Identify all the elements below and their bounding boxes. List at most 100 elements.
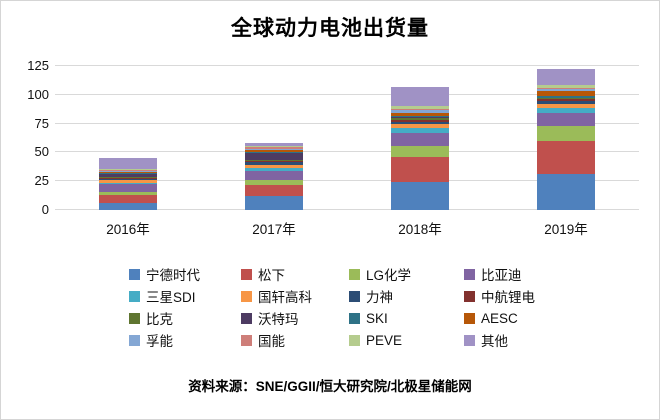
bar-segment-松下 [391, 157, 449, 183]
bar-segment-其他 [99, 158, 157, 169]
legend-label: 松下 [258, 268, 285, 283]
x-axis-label-2018年: 2018年 [398, 222, 442, 237]
bar-segment-LG化学 [99, 192, 157, 196]
bar-segment-孚能 [391, 110, 449, 113]
y-tick-label-0: 0 [41, 202, 49, 217]
bar-segment-比克 [245, 159, 303, 162]
bar-segment-宁德时代 [537, 173, 595, 210]
legend-swatch-icon [129, 312, 140, 324]
bar-segment-中航锂电 [391, 120, 449, 122]
legend-label: PEVE [366, 332, 403, 348]
bar-segment-国能 [391, 108, 449, 111]
y-tick-label-25: 25 [34, 173, 49, 189]
bar-segment-孚能 [99, 170, 157, 172]
y-tick-label-50: 50 [34, 144, 49, 160]
legend-swatch-icon [464, 334, 475, 346]
legend-label: 沃特玛 [258, 312, 299, 327]
bar-2019年 [537, 68, 595, 210]
bar-segment-SKI [537, 95, 595, 98]
legend-item-PEVE: PEVE [349, 332, 403, 348]
legend-item-LG化学: LG化学 [349, 267, 411, 283]
chart-title: 全球动力电池出货量 [231, 17, 429, 40]
legend-item-中航锂电: 中航锂电 [464, 289, 535, 305]
bar-segment-SKI [245, 152, 303, 154]
legend-item-AESC: AESC [464, 311, 518, 326]
bar-segment-三星SDI [99, 182, 157, 185]
bar-segment-孚能 [537, 89, 595, 92]
bar-segment-宁德时代 [391, 182, 449, 210]
bar-segment-三星SDI [537, 107, 595, 114]
legend-swatch-icon [349, 334, 360, 346]
legend-item-比克: 比克 [129, 311, 173, 327]
gridline-125 [55, 65, 639, 66]
bar-segment-LG化学 [537, 125, 595, 141]
bar-segment-松下 [245, 184, 303, 197]
bar-segment-比克 [99, 176, 157, 179]
gridline-100 [55, 93, 639, 95]
x-axis-label-2016年: 2016年 [106, 222, 150, 237]
bar-segment-国轩高科 [537, 103, 595, 108]
legend-label: 比亚迪 [481, 268, 522, 283]
legend-label: 国能 [258, 334, 285, 349]
bar-segment-沃特玛 [245, 153, 303, 160]
bar-segment-国能 [245, 147, 303, 149]
legend-label: 力神 [366, 290, 393, 305]
bar-segment-比克 [537, 98, 595, 100]
x-axis-label-2017年: 2017年 [252, 222, 296, 237]
y-tick-label-100: 100 [27, 86, 49, 102]
legend-item-力神: 力神 [349, 289, 393, 305]
bar-segment-国轩高科 [245, 164, 303, 169]
bar-segment-三星SDI [245, 168, 303, 172]
legend-item-宁德时代: 宁德时代 [129, 267, 200, 283]
legend-label: 其他 [481, 334, 508, 349]
bar-segment-沃特玛 [391, 117, 449, 119]
legend-swatch-icon [241, 334, 252, 346]
legend-item-三星SDI: 三星SDI [129, 289, 196, 305]
bar-segment-松下 [99, 195, 157, 203]
bar-segment-国轩高科 [99, 180, 157, 183]
legend-item-比亚迪: 比亚迪 [464, 267, 522, 283]
bar-segment-松下 [537, 140, 595, 174]
bar-segment-孚能 [245, 148, 303, 151]
legend-label: 比克 [146, 312, 173, 327]
legend-swatch-icon [241, 312, 252, 324]
bar-segment-沃特玛 [99, 173, 157, 177]
bar-segment-比克 [391, 118, 449, 121]
bar-segment-国能 [99, 169, 157, 171]
bar-segment-PEVE [245, 145, 303, 148]
x-axis-label-2019年: 2019年 [544, 222, 588, 237]
bar-segment-中航锂电 [245, 161, 303, 163]
plot-area [55, 65, 639, 210]
bar-segment-中航锂电 [537, 99, 595, 102]
bar-segment-PEVE [391, 106, 449, 109]
bar-segment-比亚迪 [245, 171, 303, 180]
legend-label: 宁德时代 [146, 268, 200, 283]
legend-swatch-icon [464, 312, 475, 324]
bar-segment-AESC [391, 112, 449, 116]
legend-item-孚能: 孚能 [129, 333, 173, 349]
bar-segment-国轩高科 [391, 123, 449, 128]
gridline-25 [55, 180, 639, 182]
legend-label: 国轩高科 [258, 290, 312, 305]
legend-swatch-icon [241, 290, 252, 302]
source-note: 资料来源：SNE/GGII/恒大研究院/北极星储能网 [188, 379, 472, 394]
legend-swatch-icon [349, 290, 360, 302]
bar-segment-SKI [99, 173, 157, 174]
gridline-75 [55, 122, 639, 124]
bar-segment-三星SDI [391, 127, 449, 133]
bar-segment-其他 [391, 86, 449, 107]
legend-swatch-icon [349, 268, 360, 280]
bar-segment-AESC [99, 171, 157, 174]
bar-segment-PEVE [537, 85, 595, 88]
legend-swatch-icon [129, 268, 140, 280]
bar-2016年 [99, 158, 157, 210]
bar-2017年 [245, 143, 303, 210]
legend-label: 孚能 [146, 334, 173, 349]
legend-label: SKI [366, 310, 388, 326]
bar-segment-LG化学 [391, 146, 449, 158]
bar-segment-宁德时代 [245, 196, 303, 210]
bar-segment-PEVE [99, 169, 157, 170]
bar-segment-比亚迪 [391, 132, 449, 147]
bar-segment-国能 [537, 87, 595, 90]
